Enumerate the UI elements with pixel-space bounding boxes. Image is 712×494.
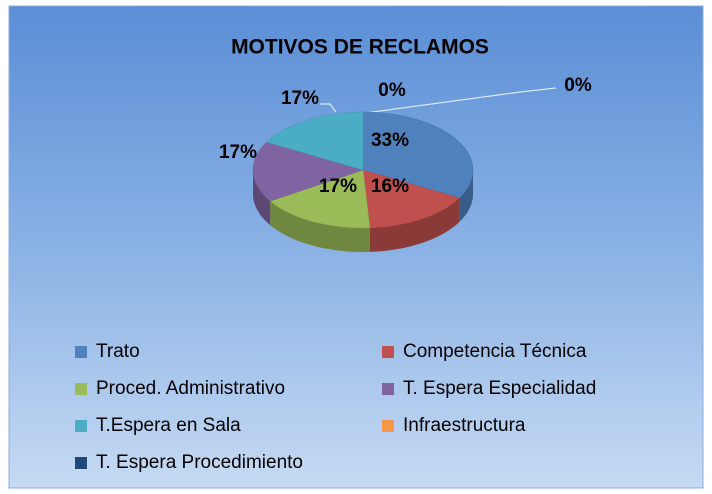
data-label: 0% (378, 80, 406, 101)
legend-swatch (382, 420, 394, 432)
legend-swatch (382, 346, 394, 358)
legend-swatch (75, 346, 87, 358)
legend-label: T.Espera en Sala (96, 415, 241, 436)
legend-label: Infraestructura (403, 415, 526, 436)
pie-slice (252, 141, 364, 202)
legend-label: Proced. Administrativo (96, 378, 285, 399)
pie-slice (362, 169, 460, 229)
pie-slice-side (369, 197, 460, 252)
legend-label: Trato (96, 341, 140, 362)
legend-swatch (382, 383, 394, 395)
data-label: 17% (219, 142, 257, 163)
pie-slice (362, 111, 474, 199)
data-label: 33% (371, 130, 409, 151)
data-label: 17% (319, 176, 357, 197)
pie-slice (269, 169, 371, 229)
leader-line (320, 103, 337, 113)
legend-label: T. Espera Procedimiento (96, 452, 303, 473)
pie-slice-side (253, 170, 271, 226)
data-label: 17% (281, 88, 319, 109)
pie-slice (266, 111, 364, 171)
legend-label: Competencia Técnica (403, 341, 587, 362)
legend-swatch (75, 420, 87, 432)
chart-title: MOTIVOS DE RECLAMOS (231, 36, 489, 59)
pie-slice-side (459, 170, 473, 222)
pie-slice-side (270, 201, 370, 252)
legend-label: T. Espera Especialidad (403, 378, 596, 399)
leader-line (364, 87, 557, 114)
legend-swatch (75, 383, 87, 395)
legend-swatch (75, 457, 87, 469)
data-label: 16% (371, 176, 409, 197)
data-label: 0% (564, 75, 592, 96)
